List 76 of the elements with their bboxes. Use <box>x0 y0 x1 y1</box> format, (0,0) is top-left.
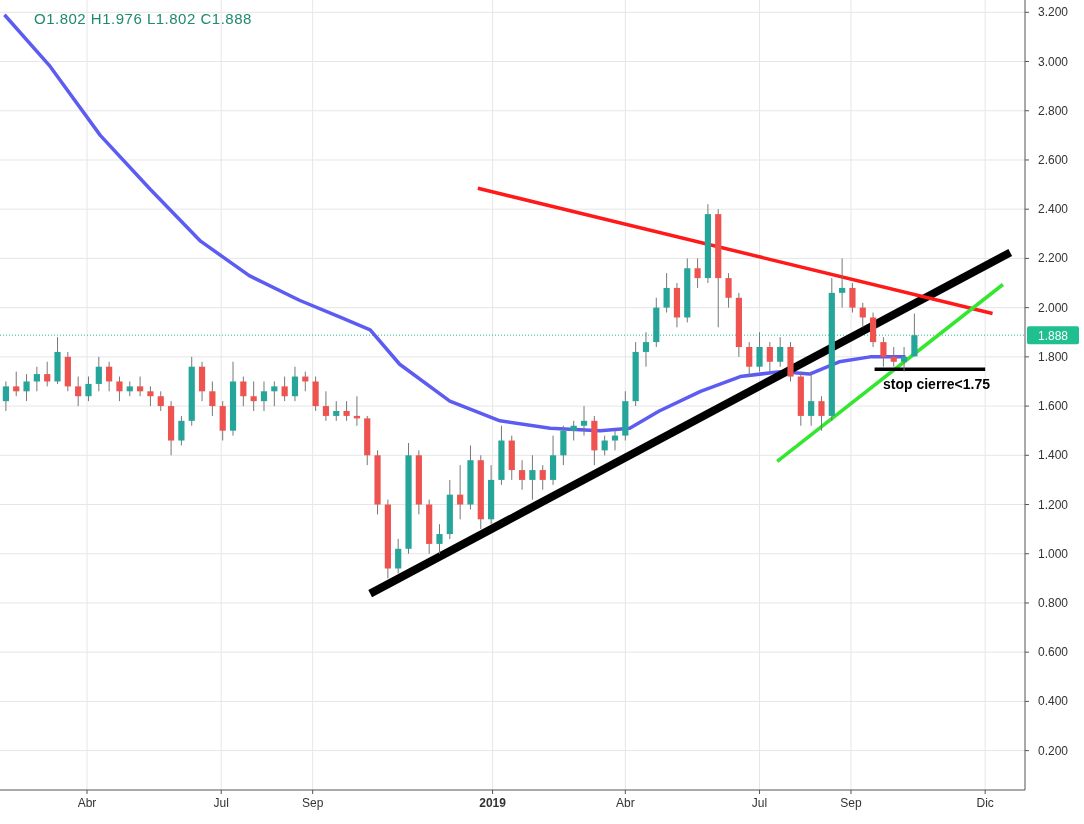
candlestick <box>766 341 773 373</box>
candlestick <box>457 464 464 520</box>
annotation: O1.802 H1.976 L1.802 C1.888 <box>34 10 252 27</box>
candlestick <box>880 336 887 368</box>
candlestick <box>580 405 588 437</box>
candlestick <box>890 346 897 368</box>
candlestick <box>178 415 185 446</box>
candlestick <box>271 380 278 407</box>
candlestick <box>900 346 908 373</box>
candlestick <box>642 331 650 368</box>
candlestick <box>23 373 30 402</box>
candlestick <box>333 400 340 422</box>
candlestick <box>808 371 815 427</box>
y-tick-label: 2.400 <box>1037 202 1069 217</box>
candlestick <box>570 420 577 442</box>
candlestick <box>33 366 40 392</box>
x-tick-label: Abr <box>615 796 635 810</box>
candlestick <box>518 459 526 491</box>
candlestick <box>2 380 9 412</box>
candlestick <box>849 282 856 314</box>
y-tick-label: 2.200 <box>1037 251 1069 266</box>
candlestick <box>85 376 92 402</box>
candlestick <box>343 400 350 422</box>
y-tick-label: 3.000 <box>1037 54 1069 69</box>
x-tick-label: Abr <box>77 796 97 810</box>
x-tick-label: Dic <box>976 796 994 810</box>
candlestick <box>209 380 216 417</box>
candlestick <box>777 336 784 368</box>
candlestick <box>725 272 732 309</box>
x-tick-label: Jul <box>213 796 229 810</box>
candlestick <box>746 341 753 378</box>
x-tick-label: Jul <box>751 796 768 810</box>
candlestick <box>250 380 257 412</box>
y-tick-label: 1.000 <box>1037 546 1069 561</box>
y-tick-label: 0.600 <box>1037 645 1069 660</box>
candlestick <box>756 331 763 373</box>
y-tick-label: 2.600 <box>1037 152 1069 167</box>
y-tick-label: 1.600 <box>1037 399 1069 414</box>
candlestick <box>281 376 288 402</box>
candlestick <box>13 371 20 397</box>
x-tick-label: Sep <box>840 796 862 810</box>
y-tick-label: 1.200 <box>1037 497 1069 512</box>
annotation: stop cierre<1.75 <box>883 376 991 393</box>
y-tick-label: 0.200 <box>1037 743 1069 758</box>
candlestick <box>147 385 154 407</box>
candlestick <box>395 538 402 574</box>
y-tick-label: 0.800 <box>1037 595 1069 610</box>
candlestick <box>95 356 102 392</box>
y-tick-label: 1.800 <box>1037 349 1069 364</box>
candlestick <box>44 361 51 387</box>
candlestick <box>694 257 701 289</box>
candlestick <box>663 272 670 314</box>
candlestick <box>260 380 268 412</box>
candlestick <box>240 376 247 407</box>
y-tick-label: 0.400 <box>1037 694 1069 709</box>
candlestick <box>539 464 546 491</box>
candlestick <box>529 454 536 501</box>
candlestick <box>611 430 619 451</box>
candlestick <box>322 390 330 422</box>
y-tick-label: 2.000 <box>1037 300 1069 315</box>
candlestick <box>137 376 144 397</box>
candlestick <box>911 313 918 357</box>
candlestick <box>436 523 443 555</box>
candlestick <box>116 376 123 402</box>
y-tick-label: 3.200 <box>1037 5 1069 20</box>
candlestick <box>291 366 299 402</box>
x-tick-label: Sep <box>301 796 324 810</box>
candlestick <box>75 376 82 407</box>
candlestick <box>157 390 164 412</box>
candlestick <box>106 361 113 392</box>
candlestick <box>839 257 846 309</box>
ref-line-label: 1.888 <box>1037 328 1069 343</box>
y-tick-label: 2.800 <box>1037 103 1069 118</box>
x-tick-label: 2019 <box>479 796 507 810</box>
candlestick <box>818 395 825 432</box>
y-tick-label: 1.400 <box>1037 448 1069 463</box>
